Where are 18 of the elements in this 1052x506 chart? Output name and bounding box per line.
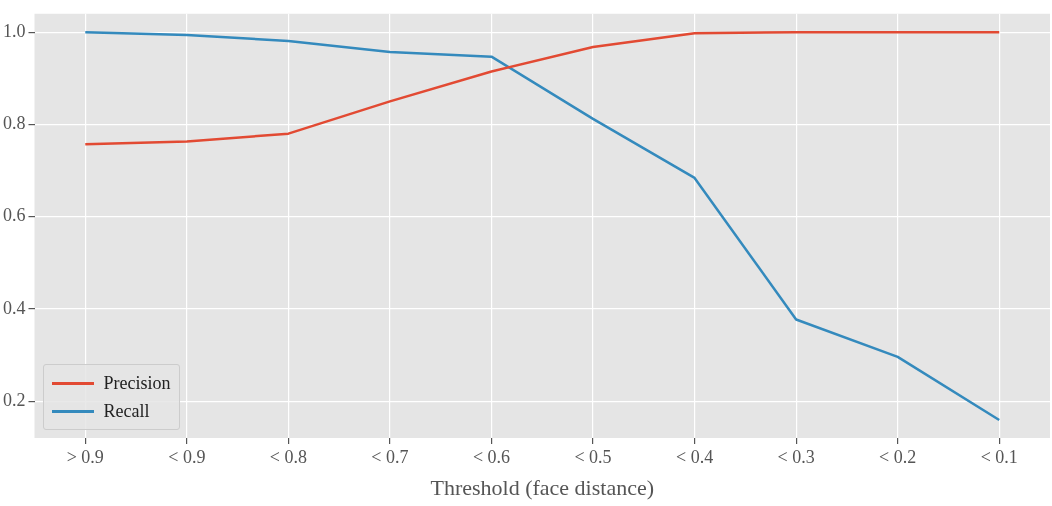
x-axis-title: Threshold (face distance)	[430, 474, 655, 500]
x-tick-label: < 0.8	[269, 446, 307, 467]
x-tick-label: < 0.5	[574, 446, 612, 467]
x-tick-label: > 0.9	[66, 446, 104, 467]
x-tick-label: < 0.4	[676, 446, 714, 467]
x-tick-label: < 0.6	[472, 446, 511, 467]
x-tick-label: < 0.3	[777, 446, 815, 467]
x-tick-label: < 0.7	[371, 446, 409, 467]
y-tick-label: 0.8	[3, 113, 26, 134]
legend-label: Recall	[103, 400, 150, 423]
legend-label: Precision	[103, 372, 171, 395]
y-tick-label: 0.2	[3, 389, 26, 410]
x-tick-label: < 0.9	[168, 446, 206, 467]
x-tick-label: < 0.1	[980, 446, 1018, 467]
y-tick-label: 1.0	[3, 20, 26, 41]
y-tick-label: 0.4	[3, 297, 26, 318]
x-tick-label: < 0.2	[879, 446, 917, 467]
y-tick-label: 0.6	[3, 205, 26, 226]
